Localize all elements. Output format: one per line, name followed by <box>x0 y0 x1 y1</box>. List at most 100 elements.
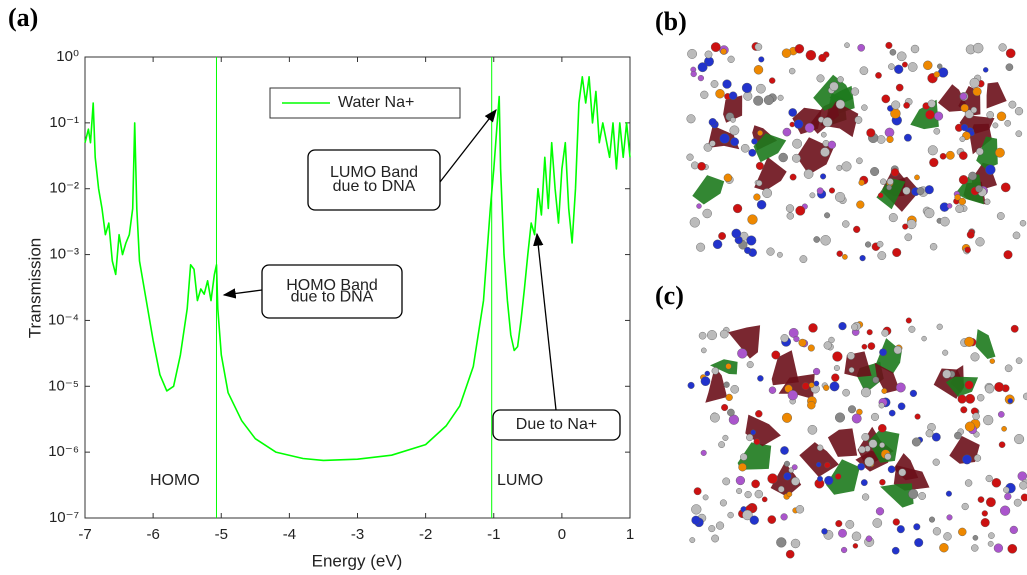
atom <box>792 153 801 163</box>
atom <box>895 382 906 393</box>
atom <box>740 143 750 153</box>
atom <box>720 48 727 55</box>
atom <box>879 479 886 486</box>
atom <box>975 237 985 247</box>
atom <box>804 122 815 133</box>
atom <box>1004 364 1013 373</box>
x-tick-label: -6 <box>146 526 159 543</box>
atom <box>831 373 840 382</box>
atom <box>856 157 863 165</box>
atom <box>805 50 817 61</box>
atom <box>722 434 729 441</box>
atom <box>973 42 984 54</box>
atom <box>758 56 765 63</box>
atom <box>994 382 1004 392</box>
panel-label: (a) <box>8 3 38 32</box>
atom <box>907 62 918 72</box>
atom <box>756 83 766 94</box>
atom <box>1012 231 1021 240</box>
atom <box>968 171 977 181</box>
atom <box>824 212 831 219</box>
atom <box>888 63 895 70</box>
annotation: due to DNA <box>333 178 416 195</box>
atom <box>881 388 888 394</box>
atom <box>859 255 866 262</box>
atom <box>884 453 892 461</box>
x-tick-label: 0 <box>558 526 566 543</box>
atom <box>886 184 892 191</box>
atom <box>972 412 980 420</box>
orbital-lobe <box>949 436 980 464</box>
atom <box>790 538 801 549</box>
atom <box>881 94 891 104</box>
atom <box>689 217 700 228</box>
atom <box>959 151 968 160</box>
orbital-lobe <box>754 157 787 191</box>
atom <box>686 114 696 124</box>
atom <box>927 145 938 156</box>
atom <box>937 63 943 70</box>
atom <box>691 504 702 515</box>
atom <box>924 185 934 195</box>
atom <box>1008 100 1017 109</box>
atom <box>880 178 887 185</box>
atom <box>755 161 764 170</box>
atom <box>700 449 707 456</box>
atom <box>719 133 730 144</box>
atom <box>902 186 911 195</box>
atom <box>898 468 907 477</box>
atom <box>730 384 740 394</box>
atom <box>744 491 752 499</box>
atom <box>960 123 969 132</box>
atom <box>793 335 800 343</box>
atom <box>696 203 702 209</box>
atom <box>747 214 758 225</box>
x-tick-label: -4 <box>283 526 296 543</box>
atom <box>888 213 898 223</box>
atom <box>708 525 716 533</box>
atom <box>1019 481 1027 490</box>
atom <box>702 208 712 219</box>
atom <box>911 437 921 447</box>
atom <box>788 108 798 117</box>
atom <box>836 164 843 171</box>
atom <box>929 157 939 168</box>
atom <box>870 166 880 176</box>
atom <box>848 367 855 373</box>
atom <box>816 74 825 83</box>
atom <box>980 518 990 528</box>
orbital-lobe <box>728 325 761 359</box>
atom <box>977 496 985 503</box>
atom <box>737 348 748 359</box>
atom <box>812 367 821 376</box>
atom <box>840 546 848 554</box>
x-tick-label: -7 <box>78 526 91 543</box>
atom <box>715 88 725 99</box>
atom <box>894 64 904 74</box>
atom <box>966 230 975 239</box>
panel-label: (c) <box>655 281 684 310</box>
atom <box>835 520 843 528</box>
atom <box>861 104 868 111</box>
orbital-lobe <box>799 442 839 477</box>
atom <box>780 334 789 343</box>
atom <box>844 42 850 49</box>
atom <box>1007 398 1013 404</box>
x-tick-label: -2 <box>419 526 432 543</box>
atom <box>728 91 738 100</box>
atom <box>736 488 743 495</box>
atom <box>718 441 725 448</box>
atom <box>964 336 975 347</box>
atom <box>723 381 730 388</box>
atom <box>748 148 757 157</box>
atom <box>813 236 821 243</box>
atom <box>767 473 778 484</box>
atom <box>986 497 996 508</box>
atom <box>973 454 982 462</box>
orbital-lobe <box>986 82 1007 109</box>
arrow <box>222 288 263 299</box>
atom <box>889 49 897 56</box>
atom <box>856 200 865 209</box>
atom <box>891 546 900 555</box>
atom <box>798 338 807 347</box>
